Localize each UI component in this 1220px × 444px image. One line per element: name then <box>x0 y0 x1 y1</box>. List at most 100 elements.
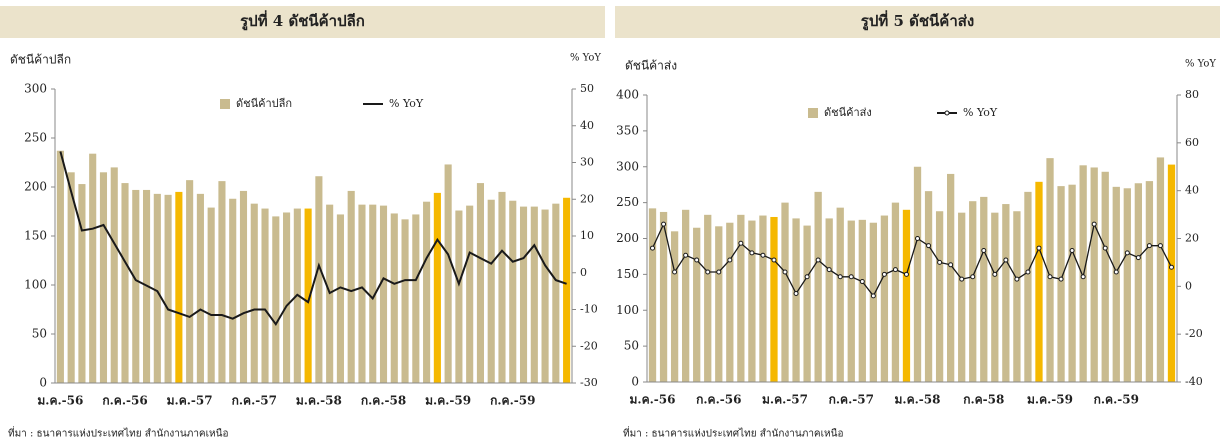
line-marker <box>661 221 667 227</box>
y2-tick-label: -40 <box>1185 375 1203 388</box>
bar <box>682 209 690 382</box>
x-tick-label: ม.ค.-58 <box>296 394 342 408</box>
y-tick-label: 50 <box>32 327 47 341</box>
bar <box>991 212 999 382</box>
line-marker <box>1113 269 1119 275</box>
bar <box>1145 181 1154 382</box>
y-axis-label: ดัชนีค้าปลีก <box>10 53 71 67</box>
y-tick-label: 200 <box>24 180 47 194</box>
bar <box>358 204 366 383</box>
chart-panel: รูปที่ 5 ดัชนีค้าส่งดัชนีค้าส่ง % YoY ที่ม… <box>615 6 1220 440</box>
x-tick-label: ก.ค.-56 <box>102 394 147 408</box>
x-tick-label: ม.ค.-56 <box>37 394 83 408</box>
x-tick-label: ก.ค.-57 <box>232 394 277 408</box>
bar <box>498 191 506 383</box>
legend-swatch <box>220 99 230 109</box>
bar <box>792 218 800 382</box>
bar <box>726 222 734 382</box>
bar <box>412 214 420 383</box>
bar <box>164 194 172 383</box>
bar <box>67 172 75 383</box>
bar <box>541 209 549 383</box>
y-tick-label: 200 <box>616 231 639 245</box>
x-tick-label: ก.ค.-59 <box>490 394 535 408</box>
y2-tick-label: 80 <box>1185 88 1199 101</box>
y2-tick-label: -30 <box>580 376 598 389</box>
line-marker <box>683 252 689 258</box>
line-marker <box>760 252 766 258</box>
bar <box>519 206 528 383</box>
bar <box>748 220 756 382</box>
x-tick-label: ม.ค.-58 <box>895 393 941 407</box>
bar <box>423 201 431 383</box>
y2-tick-label: -20 <box>1185 327 1203 340</box>
bar <box>89 153 97 383</box>
bar <box>239 190 248 383</box>
bar <box>99 172 108 383</box>
line-marker <box>1146 243 1152 249</box>
y2-tick-label: 40 <box>1185 184 1199 197</box>
line-marker <box>815 257 821 263</box>
line <box>651 222 1173 298</box>
y2-tick-label: 0 <box>580 266 587 279</box>
x-tick-label: ม.ค.-57 <box>167 394 213 408</box>
line-marker <box>1102 245 1108 251</box>
bar <box>196 193 204 383</box>
y2-tick-label: 40 <box>580 119 594 132</box>
line-marker <box>650 245 656 251</box>
line-marker <box>937 259 943 265</box>
line-marker <box>1014 276 1020 282</box>
bar <box>880 215 889 382</box>
line-marker <box>870 293 876 299</box>
y2-tick-label: 20 <box>580 192 594 205</box>
bar <box>563 197 571 383</box>
bar <box>847 220 855 382</box>
bar <box>336 214 344 383</box>
bar <box>509 200 517 383</box>
y-tick-label: 100 <box>616 303 639 317</box>
y2-axis-label: % YoY <box>570 53 601 64</box>
bar <box>379 205 388 383</box>
y-tick-label: 350 <box>616 123 639 137</box>
title-band <box>0 6 605 38</box>
bar <box>466 205 474 383</box>
bar <box>980 196 988 382</box>
bar <box>659 211 668 382</box>
line-marker <box>672 269 678 275</box>
bar <box>1134 183 1142 382</box>
bar <box>476 183 485 383</box>
bar <box>1156 157 1165 382</box>
y2-tick-label: 60 <box>1185 136 1199 149</box>
legend-swatch <box>808 108 818 118</box>
bar <box>913 166 922 382</box>
y-tick-label: 0 <box>39 376 47 390</box>
bar <box>759 215 767 382</box>
bar <box>1112 186 1120 382</box>
bar <box>924 191 933 382</box>
bar <box>648 208 657 382</box>
x-tick-label: ก.ค.-56 <box>696 393 741 407</box>
bar <box>1068 184 1076 382</box>
bar <box>186 180 194 383</box>
line-marker <box>749 250 755 256</box>
y2-tick-label: -10 <box>580 303 598 316</box>
chart-title: รูปที่ 4 ดัชนีค้าปลีก <box>240 10 365 31</box>
chart-panel: รูปที่ 4 ดัชนีค้าปลีกดัชนีค้าปลีก % YoY ที… <box>0 6 605 440</box>
line-marker <box>1080 274 1086 280</box>
x-tick-label: ก.ค.-58 <box>361 394 406 408</box>
line-marker <box>771 257 777 263</box>
line-marker <box>826 267 832 273</box>
bar <box>121 183 129 383</box>
bar <box>433 192 441 383</box>
y-axis-label: ดัชนีค้าส่ง <box>625 59 677 73</box>
bar <box>78 184 86 383</box>
legend-marker <box>944 110 950 116</box>
bar <box>858 219 866 382</box>
line-marker <box>738 240 744 246</box>
y-tick-label: 400 <box>616 88 639 102</box>
bar <box>153 193 161 383</box>
bar <box>670 231 679 382</box>
bar <box>207 207 215 383</box>
line-marker <box>1047 274 1053 280</box>
